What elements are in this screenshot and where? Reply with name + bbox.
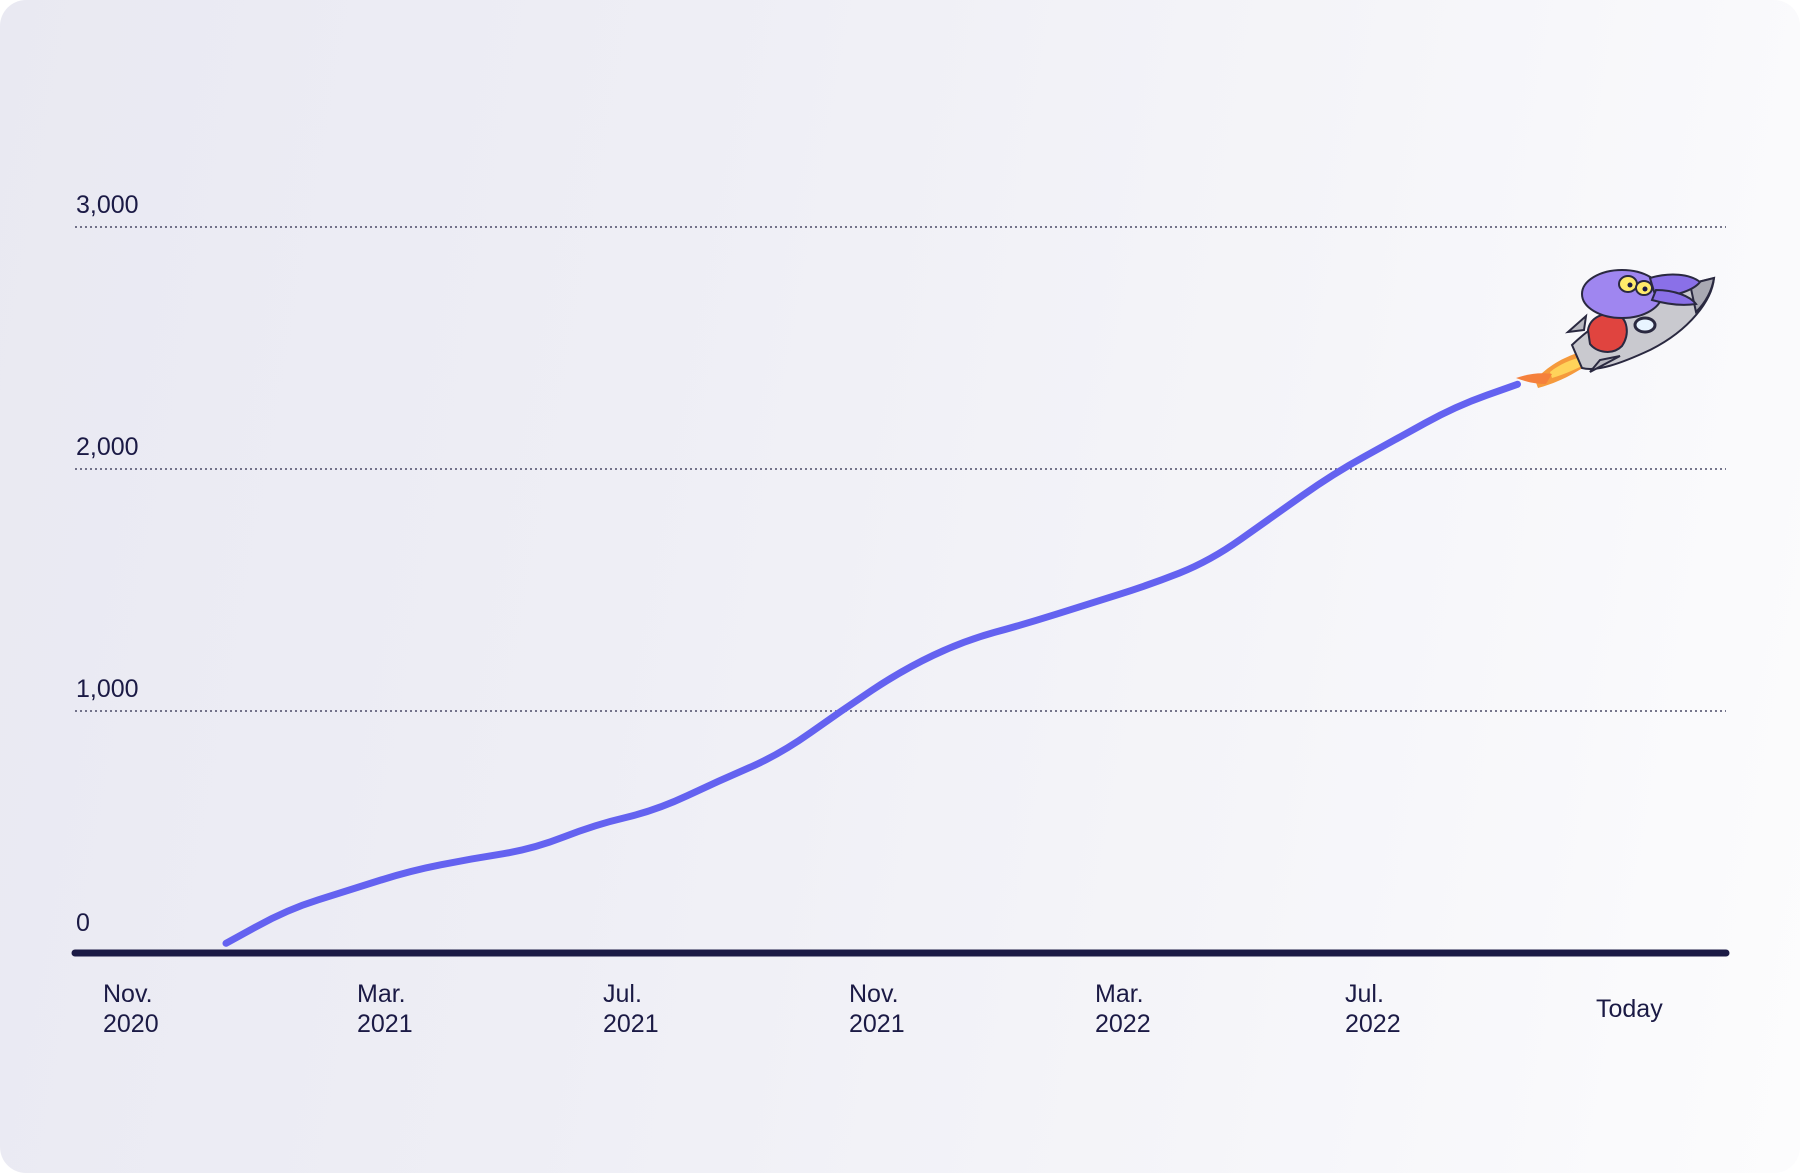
x-tick-label: Nov.2021 <box>849 980 905 1038</box>
y-axis-ticks: 0 1,000 2,000 3,000 <box>76 191 139 937</box>
x-tick-label: Mar.2022 <box>1095 980 1151 1038</box>
y-tick-label: 1,000 <box>76 675 139 703</box>
y-tick-label: 2,000 <box>76 433 139 461</box>
x-tick-label: Jul.2022 <box>1345 980 1401 1038</box>
x-tick-year: 2022 <box>1345 1010 1401 1038</box>
rocket-mascot-icon <box>1516 269 1716 388</box>
series-line <box>222 380 1522 947</box>
x-tick-month: Jul. <box>1345 980 1384 1008</box>
x-tick-year: 2021 <box>357 1010 413 1038</box>
x-tick-label: Mar.2021 <box>357 980 413 1038</box>
x-tick-month: Mar. <box>1095 980 1144 1008</box>
x-tick-label: Jul.2021 <box>603 980 659 1038</box>
x-tick-month: Nov. <box>103 980 153 1008</box>
x-tick-today: Today <box>1596 995 1663 1023</box>
x-tick-year: 2021 <box>603 1010 659 1038</box>
x-tick-year: 2020 <box>103 1010 159 1038</box>
x-tick-year: 2021 <box>849 1010 905 1038</box>
x-tick-month: Jul. <box>603 980 642 1008</box>
x-tick-label: Nov.2020 <box>103 980 159 1038</box>
y-tick-label: 3,000 <box>76 191 139 219</box>
x-tick-month: Nov. <box>849 980 899 1008</box>
y-tick-label: 0 <box>76 909 90 937</box>
x-axis-ticks: Nov.2020Mar.2021Jul.2021Nov.2021Mar.2022… <box>103 980 1663 1038</box>
x-tick-year: 2022 <box>1095 1010 1151 1038</box>
x-tick-month: Mar. <box>357 980 406 1008</box>
gridlines <box>75 226 1726 712</box>
x-tick-label: Today <box>1596 995 1663 1023</box>
